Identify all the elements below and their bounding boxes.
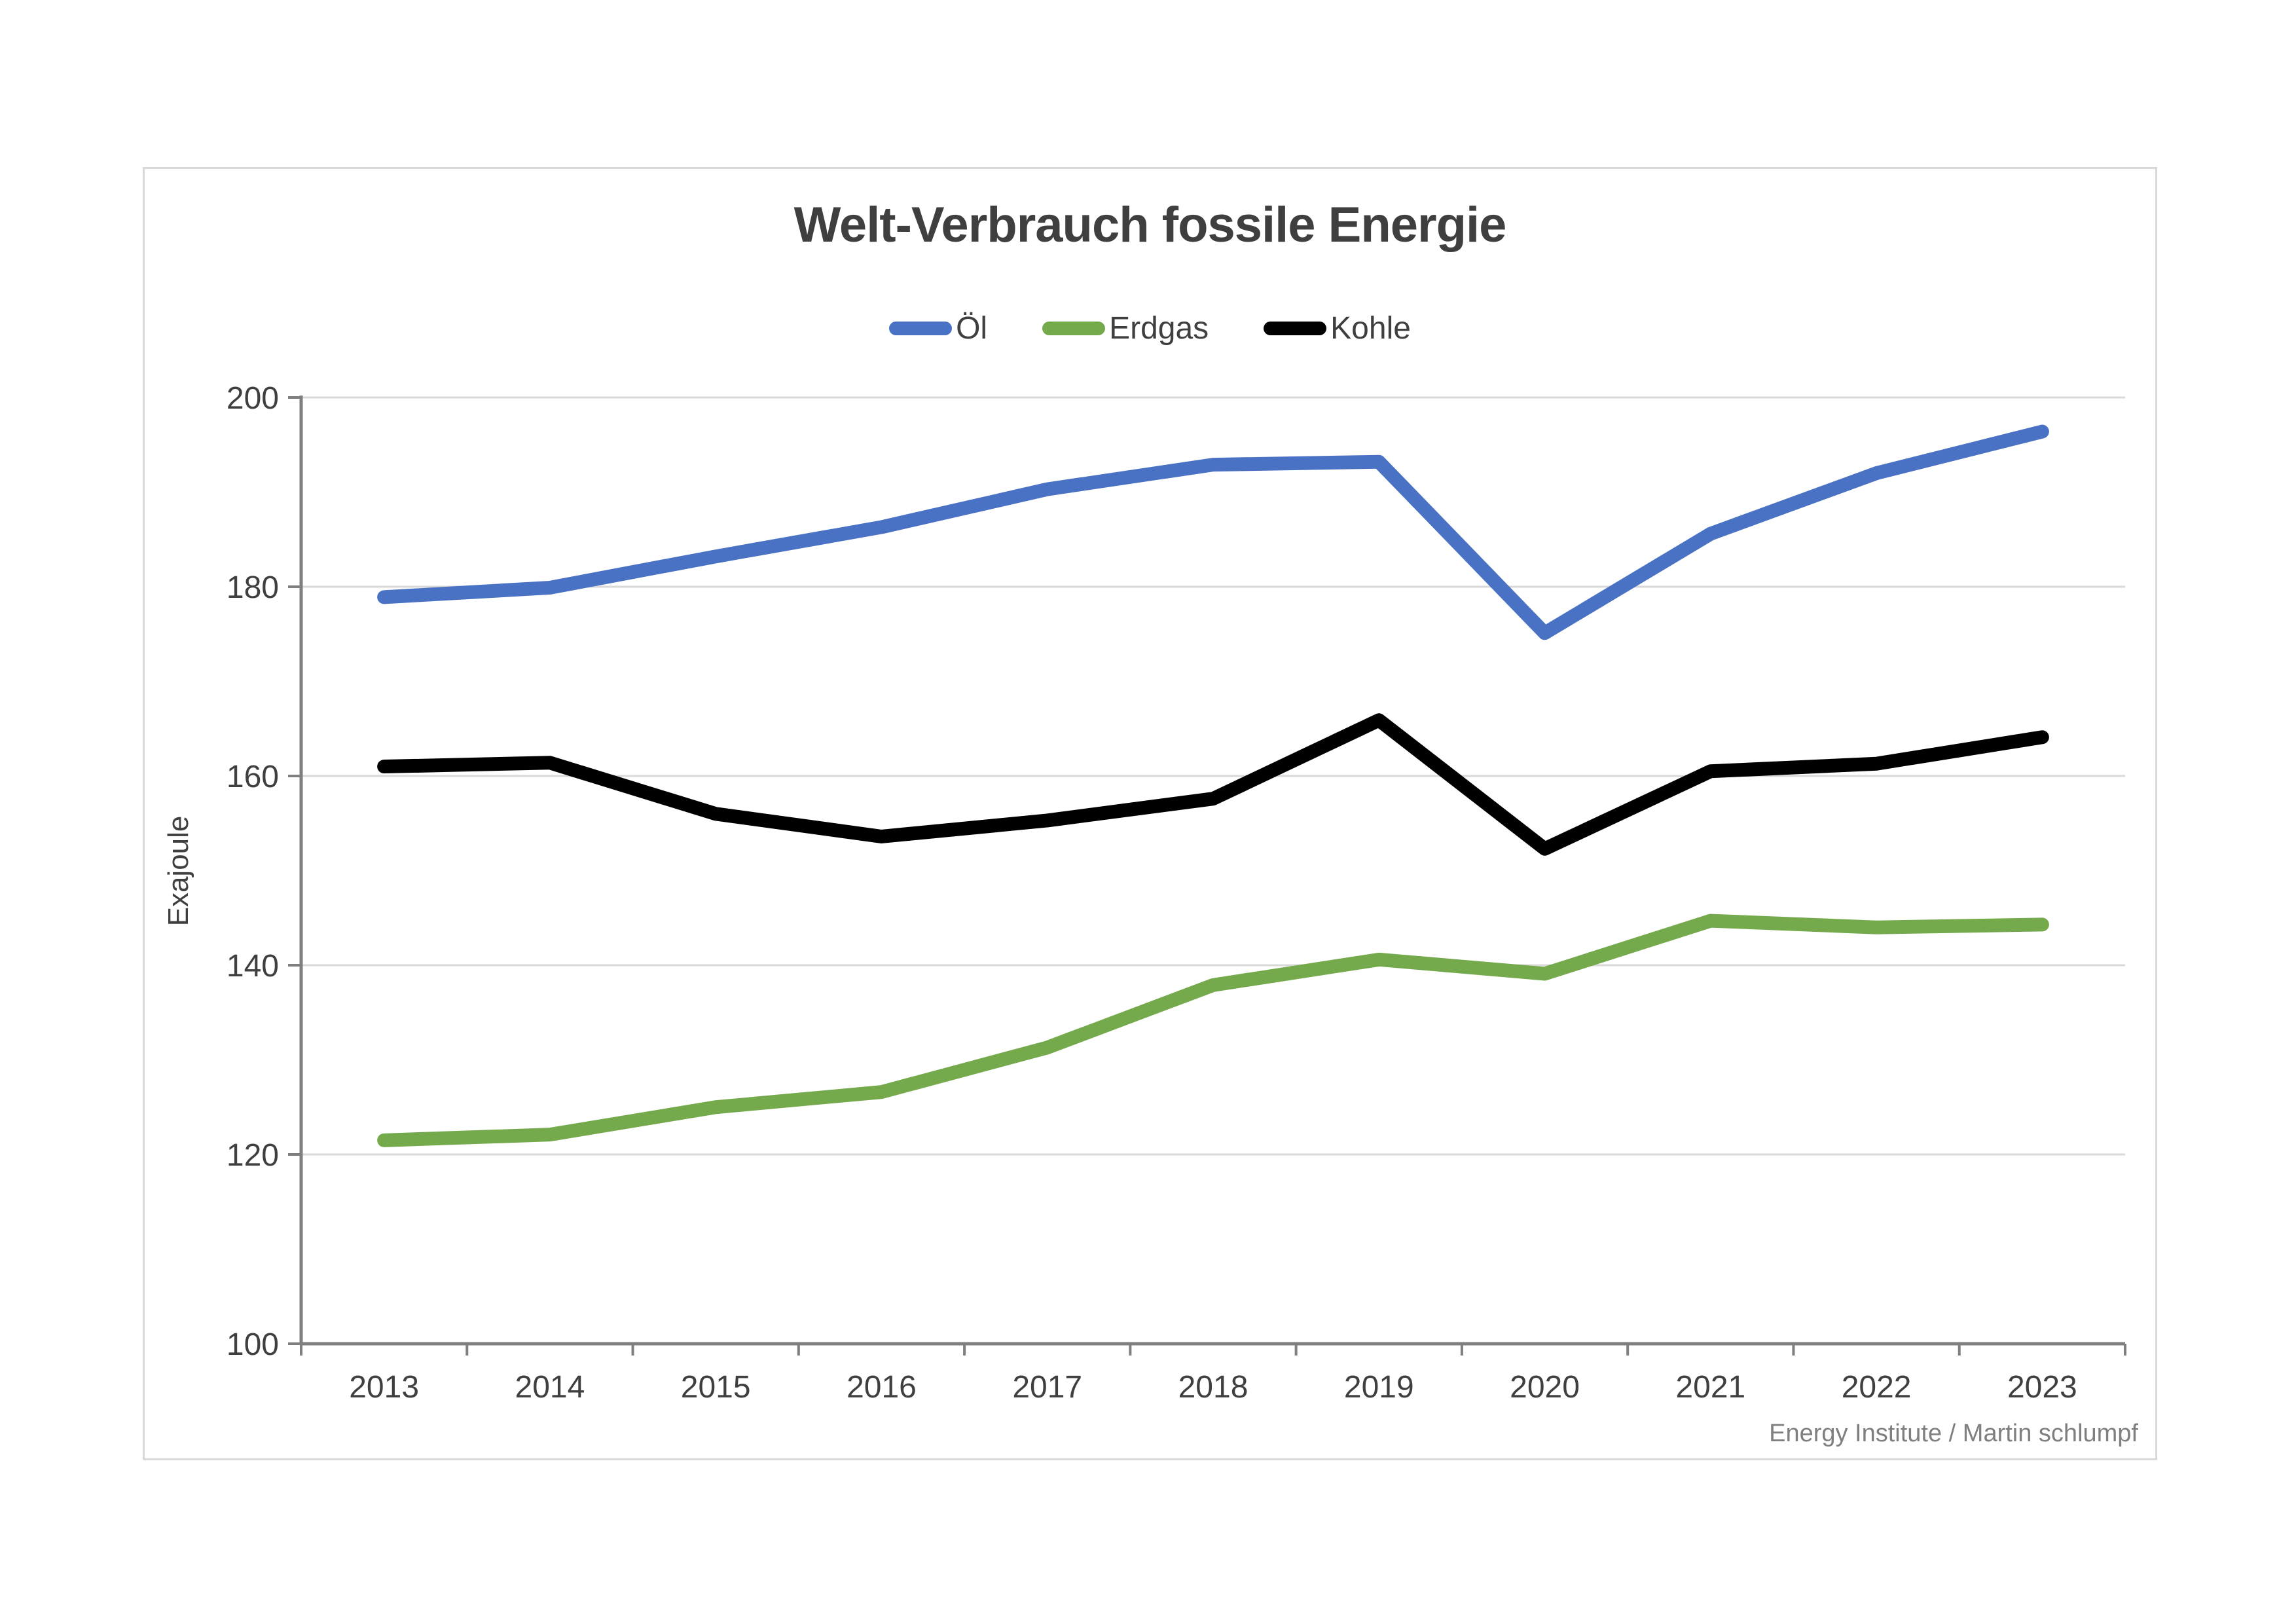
source-credit: Energy Institute / Martin schlumpf bbox=[1769, 1420, 2138, 1447]
chart-frame: Welt-Verbrauch fossile Energie Öl Erdgas… bbox=[143, 167, 2157, 1460]
svg-text:120: 120 bbox=[227, 1138, 279, 1173]
axes bbox=[288, 396, 2126, 1356]
svg-text:2019: 2019 bbox=[1344, 1370, 1414, 1405]
legend-swatch bbox=[889, 322, 953, 335]
plot-svg: 100 120 140 160 180 200 2013 2014 2015 2016 2017 20… bbox=[162, 381, 2126, 1405]
svg-text:2020: 2020 bbox=[1510, 1370, 1580, 1405]
svg-text:140: 140 bbox=[227, 949, 279, 984]
legend-swatch bbox=[1042, 322, 1106, 335]
legend-label: Öl bbox=[956, 311, 988, 346]
svg-text:100: 100 bbox=[227, 1327, 279, 1362]
svg-text:2021: 2021 bbox=[1675, 1370, 1745, 1405]
axis-labels: 100 120 140 160 180 200 2013 2014 2015 2016 2017 20… bbox=[227, 381, 2077, 1405]
svg-text:2015: 2015 bbox=[681, 1370, 751, 1405]
legend-label: Erdgas bbox=[1109, 311, 1209, 346]
legend-item-kohle: Kohle bbox=[1264, 310, 1411, 346]
svg-text:2014: 2014 bbox=[515, 1370, 585, 1405]
svg-text:2023: 2023 bbox=[2007, 1370, 2077, 1405]
gridlines bbox=[301, 396, 2125, 1156]
y-axis-title: Exajoule bbox=[162, 816, 194, 927]
svg-text:2022: 2022 bbox=[1842, 1370, 1912, 1405]
legend-item-erdgas: Erdgas bbox=[1042, 310, 1209, 346]
svg-text:2018: 2018 bbox=[1178, 1370, 1248, 1405]
series-lines bbox=[377, 424, 2049, 1147]
legend-item-oil: Öl bbox=[889, 310, 987, 346]
chart-title: Welt-Verbrauch fossile Energie bbox=[793, 197, 1507, 253]
svg-text:160: 160 bbox=[227, 760, 279, 794]
legend-label: Kohle bbox=[1330, 311, 1411, 346]
svg-text:200: 200 bbox=[227, 381, 279, 416]
svg-text:2017: 2017 bbox=[1012, 1370, 1082, 1405]
svg-text:2013: 2013 bbox=[349, 1370, 419, 1405]
svg-text:180: 180 bbox=[227, 570, 279, 605]
legend: Öl Erdgas Kohle bbox=[145, 310, 2155, 346]
svg-text:2016: 2016 bbox=[847, 1370, 917, 1405]
legend-swatch bbox=[1264, 322, 1327, 335]
